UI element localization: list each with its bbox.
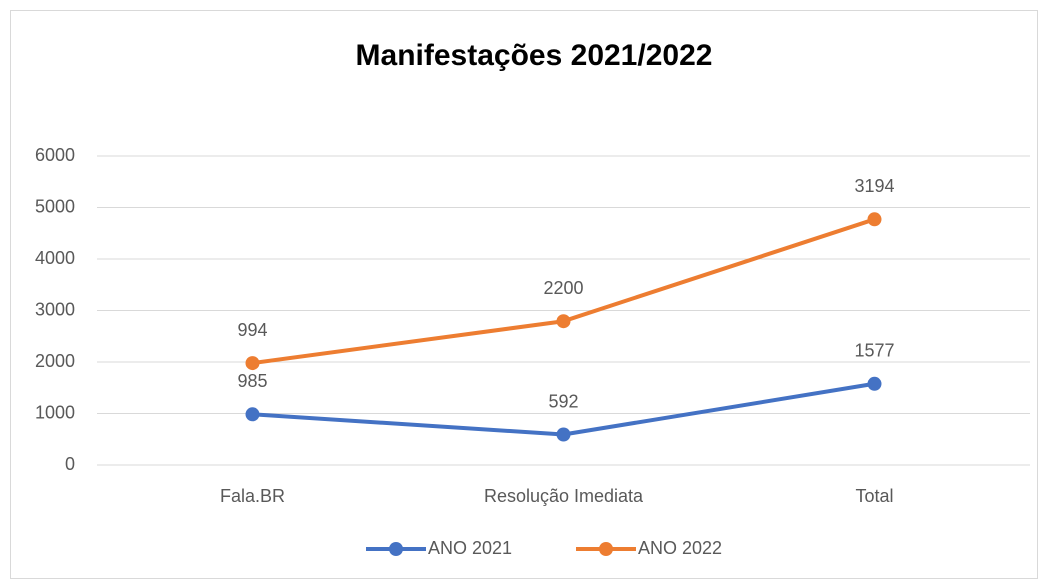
y-tick-label: 2000 — [35, 351, 75, 371]
x-tick-label: Total — [855, 486, 893, 506]
x-tick-label: Fala.BR — [220, 486, 285, 506]
data-point — [867, 376, 882, 391]
legend-marker — [389, 542, 403, 556]
legend-label: ANO 2021 — [428, 538, 512, 558]
data-point — [556, 427, 571, 442]
y-tick-label: 5000 — [35, 196, 75, 216]
legend-marker — [599, 542, 613, 556]
data-label: 994 — [237, 320, 267, 340]
data-label: 3194 — [854, 176, 894, 196]
legend-label: ANO 2022 — [638, 538, 722, 558]
data-point — [867, 212, 882, 227]
chart-title: Manifestações 2021/2022 — [356, 39, 713, 72]
data-point — [245, 356, 260, 371]
data-point — [556, 314, 571, 329]
data-label: 592 — [548, 391, 578, 411]
x-tick-label: Resolução Imediata — [484, 486, 644, 506]
y-tick-label: 3000 — [35, 299, 75, 319]
data-label: 2200 — [543, 278, 583, 298]
data-point — [245, 407, 260, 422]
y-tick-label: 0 — [65, 454, 75, 474]
y-tick-label: 4000 — [35, 248, 75, 268]
data-label: 985 — [237, 371, 267, 391]
chart-border — [10, 10, 1038, 579]
y-tick-label: 6000 — [35, 145, 75, 165]
y-tick-label: 1000 — [35, 402, 75, 422]
data-label: 1577 — [854, 341, 894, 361]
